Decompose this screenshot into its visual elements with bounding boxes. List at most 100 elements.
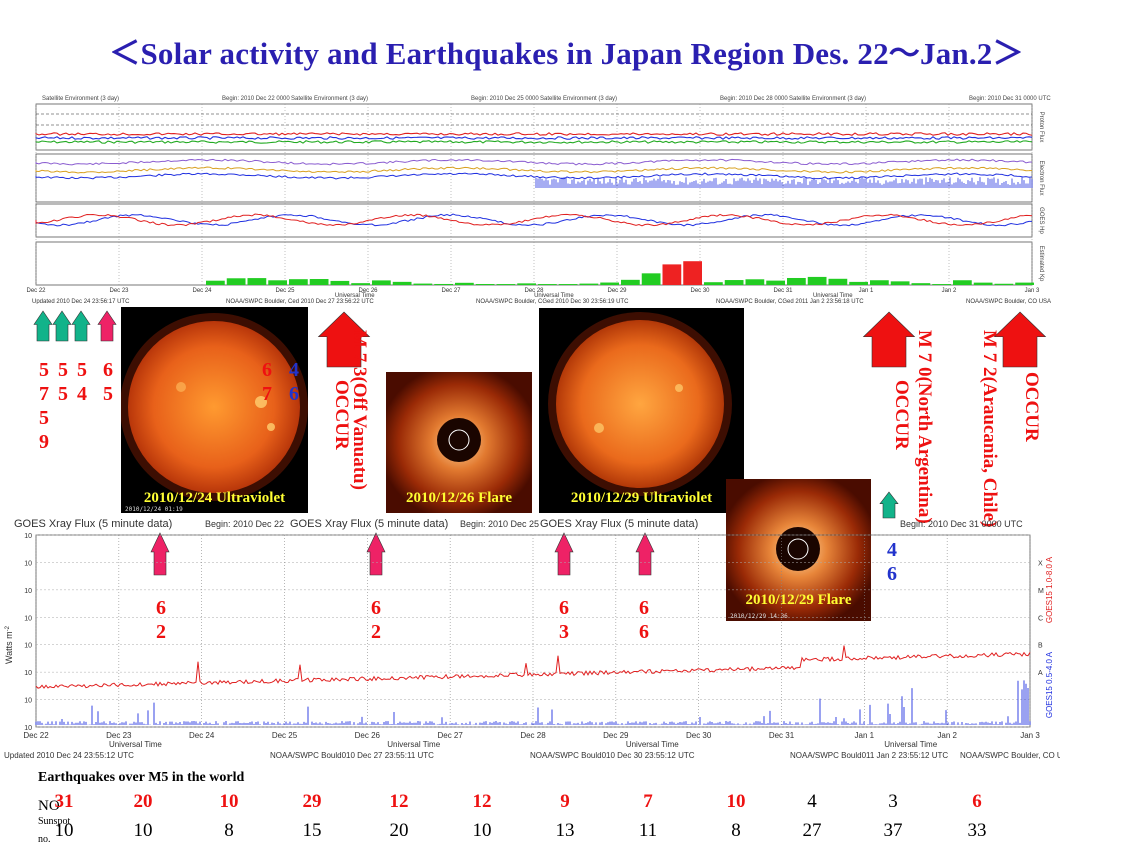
red-xray-series [35,645,1031,689]
xray-date-tick: Dec 24 [189,731,215,740]
panel-ylabel: Proton Flux [1038,112,1044,143]
red-arrow [317,311,371,368]
xray-date-tick: Dec 31 [769,731,795,740]
flare-class-label: C [1038,615,1043,622]
kp-bar [890,281,910,285]
xray-date-tick: Dec 27 [437,731,463,740]
kp-bar [372,280,391,285]
panel-header-begin: Begin: 2010 Dec 22 0000 [222,96,290,102]
xray-date-tick: Dec 30 [686,731,712,740]
sunspot-cell: 8 [224,820,234,841]
pink-arrow [150,532,170,576]
kp-bar [787,277,806,285]
image-timestamp: 2010/12/29 14:36 [730,613,788,620]
xray-title: GOES Xray Flux (5 minute data) [14,518,172,530]
sunspot-cell: 13 [555,820,575,841]
xray-title: GOES Xray Flux (5 minute data) [540,518,698,530]
red-series-label: GOES15 1.0-8.0 A [1045,556,1054,623]
xray-date-tick: Dec 23 [106,731,132,740]
no-cell: 7 [643,791,653,812]
goes-hp-line [35,213,1033,227]
xray-date-tick: Dec 28 [520,731,546,740]
kp-bar [828,278,848,285]
blue-series-label: GOES15 0.5-4.0 A [1045,651,1054,718]
xray-date-tick: Dec 26 [355,731,381,740]
kp-bar [911,283,931,285]
kp-bar [351,283,370,285]
sunspot-cell: 10 [472,820,492,841]
xray-footer: NOAA/SWPC Bould011 Jan 2 23:55:12 UTC [790,751,948,760]
xray-axis-label: Universal Time [387,740,440,749]
panel-header-title: Satellite Environment (3 day) [540,96,617,102]
kp-bar [870,280,889,285]
xray-ytick: 10 [24,615,32,622]
date-tick: Dec 30 [690,288,710,294]
kp-bar [849,281,868,285]
xray-footer: NOAA/SWPC Boulder, CO USA [960,751,1060,760]
quake-occur-argentina: OCCUR [891,380,912,450]
flare-class-label: X [1038,560,1043,567]
xray-title: GOES Xray Flux (5 minute data) [290,518,448,530]
pink-arrow [635,532,655,576]
date-tick: Dec 23 [109,288,129,294]
sunspot-cell: 11 [638,820,658,841]
image-label: 2010/12/29 Flare [745,592,852,608]
sunspot-cell: 8 [731,820,741,841]
kp-bar [683,261,702,285]
date-tick: Dec 25 [275,288,295,294]
blue-xray-series [35,680,1031,725]
flare-class-label: A [1038,670,1043,677]
axis-label: Universal Time [813,293,853,299]
page-title: ＜Solar activity and Earthquakes in Japan… [109,36,1024,71]
electron-flux-line [35,158,1033,166]
date-tick: Dec 26 [358,288,378,294]
date-tick: Dec 22 [26,288,46,294]
proton-flux-line [35,136,1033,140]
kp-bar [309,279,329,285]
panel-header-begin: Begin: 2010 Dec 28 0000 [720,96,788,102]
xray-flux-chart: GOES Xray Flux (5 minute data) GOES Xray … [4,518,1060,760]
date-tick: Dec 24 [192,288,212,294]
xray-ytick: 10 [24,533,32,540]
footer-text: Updated 2010 Dec 24 23:56:17 UTC [32,299,130,304]
xray-ytick: 10 [24,643,32,650]
goes-hp-line [35,213,1033,227]
image-label: 2010/12/24 Ultraviolet [143,490,286,506]
no-cell: 10 [219,791,239,812]
xray-begin: Begin: 2010 Dec 25 [460,519,539,529]
sunspot-cell: 37 [883,820,903,841]
electron-flux-line [35,166,1033,174]
axis-label: Universal Time [534,293,574,299]
panel-ylabel: GOES Hp [1038,207,1044,234]
xray-date-tick: Jan 2 [937,731,957,740]
sunspot-cell: 33 [967,820,987,841]
panel-header-title: Satellite Environment (3 day) [789,96,866,102]
pink-arrow [366,532,386,576]
date-tick: Dec 29 [607,288,627,294]
kp-bar [226,278,246,285]
kp-bar [1015,282,1034,285]
xray-begin: Begin: 2010 Dec 22 [205,519,284,529]
date-tick: Dec 28 [524,288,544,294]
kp-bar [994,283,1014,285]
kp-bar [496,284,516,285]
quake-occur-chile: OCCUR [1021,372,1042,442]
quake-label-argentina: M 7 0(North Argentina) [914,330,935,524]
no-cell: 29 [302,791,322,812]
kp-bar [766,280,785,285]
sun-graphic [121,313,308,501]
kp-bar [579,283,599,285]
xray-ytick: 10 [24,725,32,732]
xray-footer: NOAA/SWPC Bould010 Dec 27 23:55:11 UTC [270,751,434,760]
footer-text: NOAA/SWPC Boulder, CGed 2011 Jan 2 23:56… [716,299,864,304]
panel-ylabel: Electron Flux [1038,160,1044,195]
proton-flux-line [35,140,1033,144]
panel-header-begin: Begin: 2010 Dec 31 0000 UTC [969,96,1051,102]
xray-axis-label: Universal Time [626,740,679,749]
pink-arrow [554,532,574,576]
